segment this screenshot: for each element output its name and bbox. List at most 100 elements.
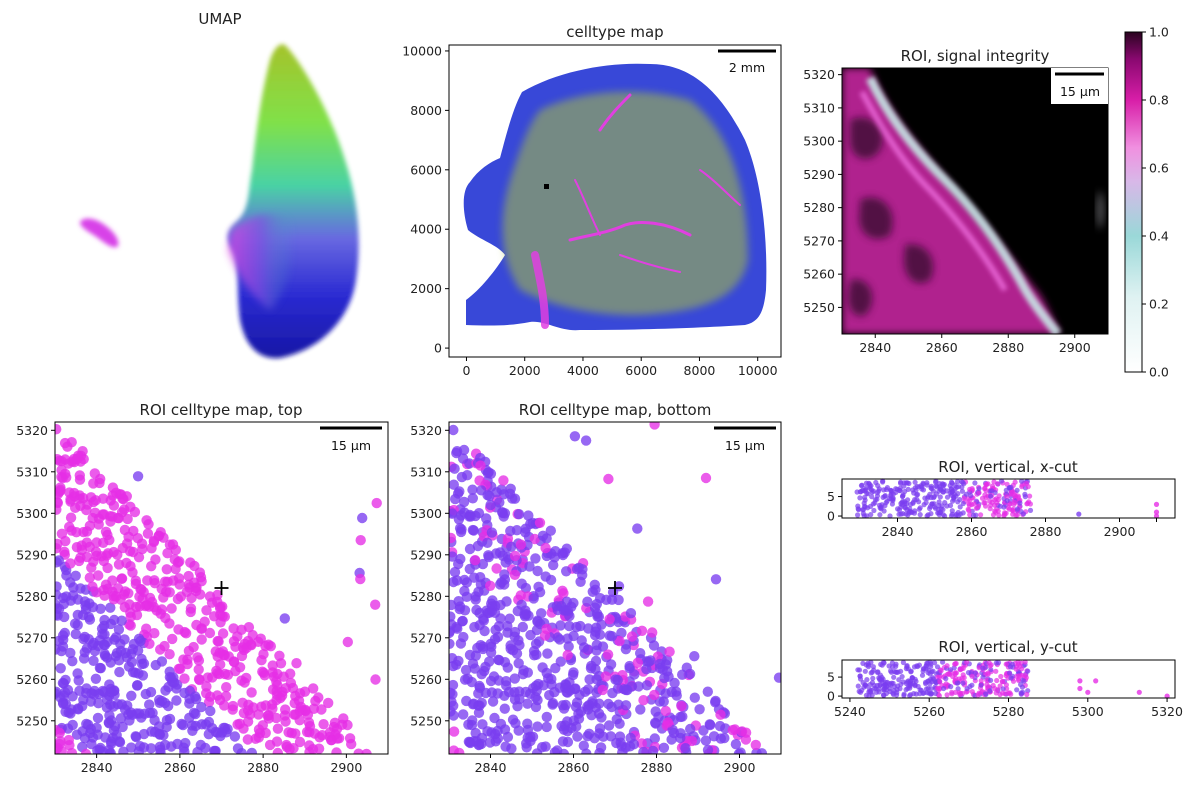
ycut-point [909, 675, 915, 681]
roi-top-cell-point [355, 535, 366, 546]
roi-bottom-cell-point [616, 627, 627, 639]
xcut-point [957, 511, 964, 517]
roi-bottom-ytick-label: 5250 [410, 713, 442, 728]
roi-top-cell-point [67, 656, 78, 667]
roi-top-cell-point [156, 656, 168, 667]
roi-bottom-cell-point [482, 726, 493, 737]
roi-top-cell-point [84, 572, 96, 583]
colorbar-tick-label: 0.8 [1149, 93, 1169, 108]
roi-top-cell-point [119, 602, 130, 613]
xcut-point [877, 512, 883, 518]
roi-top-cell-point [258, 649, 269, 660]
roi-top-cell-point [70, 570, 81, 581]
roi-bottom-cell-point [476, 485, 487, 496]
roi-top-cell-point [304, 727, 315, 738]
xcut-xtick-label: 2880 [1030, 524, 1062, 539]
roi-bottom-cell-point [750, 739, 761, 751]
roi-top-cell-point [285, 668, 296, 679]
roi-top-cell-point [303, 717, 315, 728]
roi-top-cell-point [134, 741, 146, 752]
roi-integrity-xtick-label: 2840 [859, 340, 891, 355]
roi-bottom-cell-point [562, 649, 573, 661]
roi-top-cell-point [65, 512, 77, 523]
xcut-point [1004, 498, 1010, 504]
ycut-point [980, 665, 986, 671]
roi-bottom-cell-point [689, 692, 700, 703]
ycut-point [923, 663, 929, 669]
roi-top-cell-point [57, 677, 69, 689]
celltype-map-scalebar-label: 2 mm [729, 60, 765, 75]
xcut-point [880, 479, 886, 485]
roi-bottom-cell-point [496, 577, 507, 588]
roi-bottom-cell-point [594, 723, 606, 734]
xcut-point [981, 500, 987, 506]
xcut-point [860, 488, 866, 494]
roi-top-cell-point [68, 590, 79, 601]
xcut-point [1011, 501, 1017, 507]
xcut-point [955, 478, 961, 485]
roi-top-cell-point [307, 744, 319, 754]
roi-integrity-xtick-label: 2880 [992, 340, 1024, 355]
xcut-point [898, 500, 904, 507]
roi-top-cell-point [142, 528, 154, 539]
ycut-point [925, 670, 931, 676]
ycut-point [881, 692, 887, 699]
roi-top-cell-point [99, 620, 110, 631]
roi-top-ytick-label: 5310 [16, 464, 48, 479]
roi-top-cell-point [184, 685, 195, 697]
roi-bottom-cell-point [596, 712, 607, 723]
roi-bottom-cell-point [575, 620, 586, 632]
ycut-point [874, 682, 880, 689]
roi-bottom-cell-point [486, 598, 497, 609]
roi-bottom-cell-point [684, 668, 696, 680]
ycut-point [906, 683, 912, 689]
roi-top-cell-point [102, 529, 113, 541]
roi-bottom-cell-point [449, 726, 460, 737]
xcut-point [992, 497, 998, 503]
roi-bottom-cell-point [491, 487, 502, 498]
roi-top-cell-point [260, 727, 271, 739]
roi-bottom-cell-point [534, 517, 546, 528]
roi-bottom-cell-point [484, 737, 496, 748]
roi-bottom-cell-point [649, 689, 660, 701]
xcut-point [1005, 505, 1011, 511]
ycut-point [936, 686, 942, 692]
xcut-point [868, 511, 874, 518]
xcut-point [1027, 493, 1033, 499]
xcut-point [959, 479, 965, 485]
roi-bottom-cell-point [601, 594, 612, 605]
roi-top-cell-point [256, 701, 267, 712]
roi-bottom-cell-point [505, 525, 516, 537]
roi-bottom-cell-point [582, 596, 593, 607]
roi-bottom-cell-point [562, 736, 574, 748]
roi-top-cell-point [242, 734, 253, 745]
roi-top-cell-point [75, 552, 86, 563]
roi-top-cell-point [205, 705, 216, 717]
roi-top-cell-point [117, 493, 128, 504]
roi-top-cell-point [149, 628, 160, 639]
roi-top-cell-point [55, 581, 62, 592]
roi-top-cell-point [72, 668, 83, 679]
roi-bottom-cell-point [499, 703, 510, 714]
roi-bottom-cell-point [472, 540, 484, 552]
roi-bottom-cell-point [612, 674, 623, 686]
roi-bottom-cell-point [677, 669, 688, 680]
xcut-point [1004, 494, 1010, 500]
xcut-point [917, 505, 923, 511]
roi-top-cell-point [55, 589, 62, 600]
roi-bottom-cell-point [516, 578, 527, 589]
roi-bottom-cell-point [485, 638, 496, 649]
integrity-dark-blotches [848, 117, 934, 316]
roi-top-xtick-label: 2840 [81, 760, 113, 775]
roi-bottom-cell-point [449, 689, 458, 700]
roi-top-cell-point [370, 599, 381, 610]
roi-top-cell-point [295, 701, 307, 713]
roi-bottom-cell-point [561, 596, 572, 607]
roi-top-cell-point [355, 573, 366, 585]
ycut-point [900, 659, 907, 666]
xcut-point [912, 479, 918, 485]
roi-bottom-cell-point [556, 720, 567, 732]
roi-top-cell-point [215, 659, 226, 670]
roi-top-cell-point [263, 710, 274, 721]
